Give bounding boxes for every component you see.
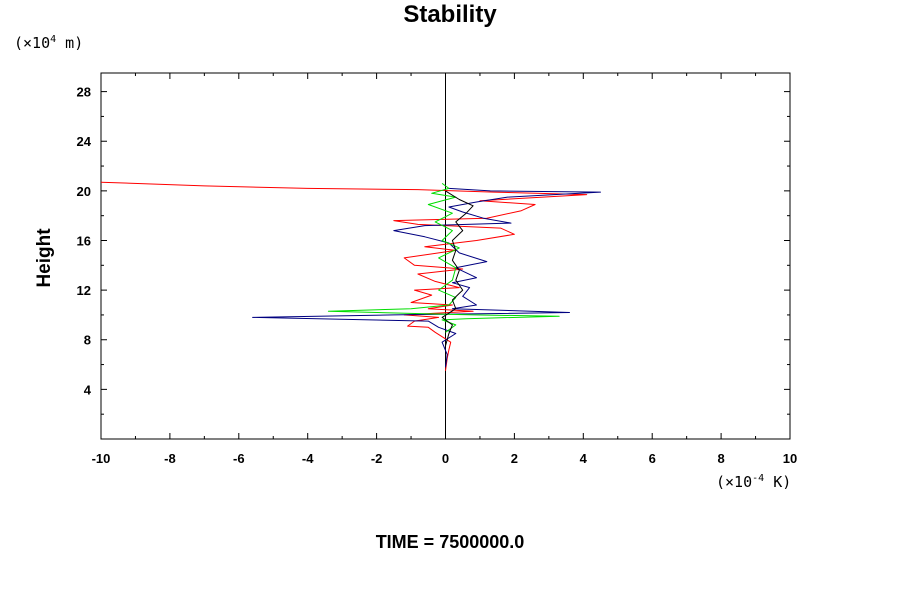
x-tick-label: 6 (649, 451, 656, 466)
y-tick-label: 28 (77, 85, 91, 100)
time-label: TIME = 7500000.0 (375, 532, 525, 552)
y-tick-label: 16 (77, 233, 91, 248)
x-tick-label: 10 (783, 451, 797, 466)
x-tick-label: 8 (717, 451, 724, 466)
y-tick-label: 24 (77, 134, 92, 149)
x-tick-label: -4 (302, 451, 314, 466)
series-line-black (441, 190, 474, 347)
x-tick-label: -6 (233, 451, 245, 466)
y-axis-label: Height (34, 228, 55, 288)
y-tick-label: 20 (77, 184, 91, 199)
x-tick-label: 0 (442, 451, 449, 466)
series-line-red (100, 181, 588, 371)
series-line-green (327, 182, 560, 333)
y-tick-label: 12 (77, 283, 91, 298)
x-tick-label: -10 (92, 451, 111, 466)
x-tick-label: -8 (164, 451, 176, 466)
chart-title: Stability (403, 1, 497, 28)
y-tick-label: 4 (84, 382, 92, 397)
x-tick-label: 4 (580, 451, 588, 466)
y-axis-unit: (×104 m) (14, 34, 84, 52)
x-tick-label: 2 (511, 451, 518, 466)
x-tick-label: -2 (371, 451, 383, 466)
x-axis-unit: (×10-4 K) (716, 473, 792, 491)
y-tick-label: 8 (84, 333, 91, 348)
